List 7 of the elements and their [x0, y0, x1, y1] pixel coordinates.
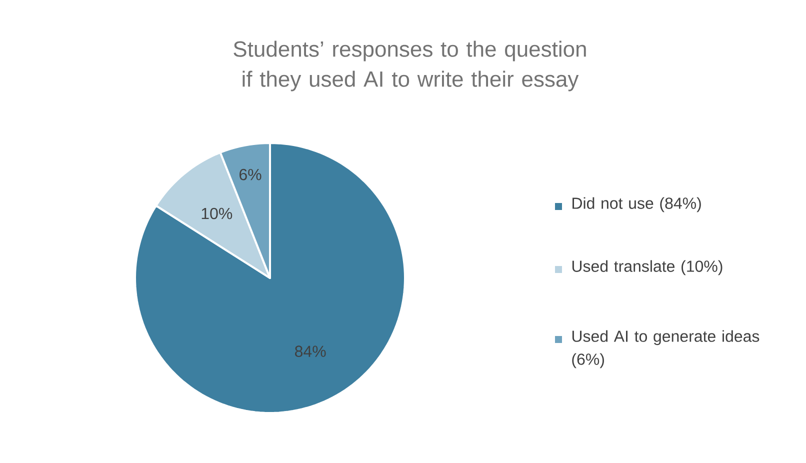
legend-label: Used AI to generate ideas (6%) — [572, 330, 760, 368]
chart-title: Students’ responses to the question if they used AI to write their essay — [234, 40, 586, 92]
legend-label: Did not use (84%) — [572, 197, 701, 212]
data-label: 10% — [202, 208, 232, 220]
data-label: 84% — [295, 346, 326, 357]
legend-label: Used translate (10%) — [572, 260, 722, 276]
data-label: 6% — [240, 168, 262, 180]
